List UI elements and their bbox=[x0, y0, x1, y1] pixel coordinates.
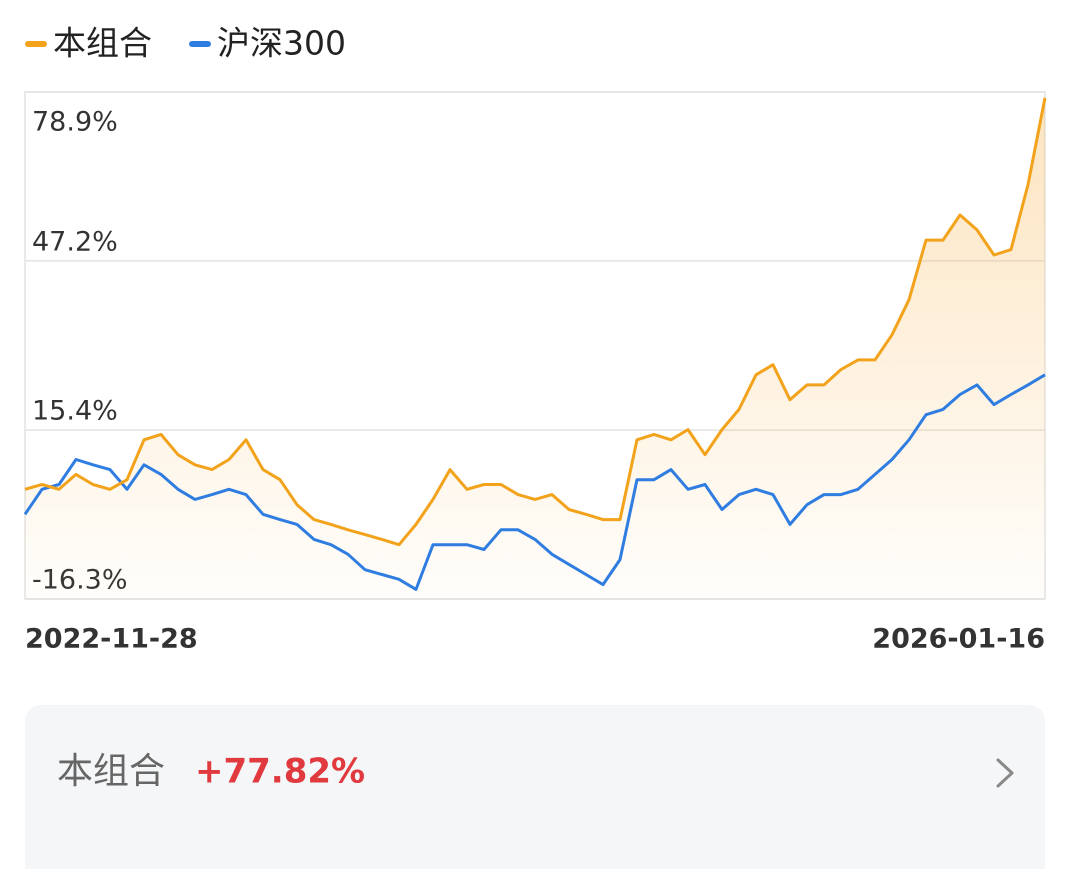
series-line bbox=[24, 97, 1047, 547]
summary-value: +77.82% bbox=[195, 752, 365, 792]
summary-label: 本组合 bbox=[57, 751, 165, 792]
x-tick-label: 2022-11-28 bbox=[25, 624, 198, 655]
legend-label: 沪深300 bbox=[217, 24, 346, 63]
area bbox=[25, 97, 1045, 600]
x-tick-label: 2026-01-16 bbox=[872, 624, 1045, 655]
summary-card[interactable] bbox=[25, 705, 1045, 869]
chart: -16.3%15.4%47.2%78.9%2022-11-282026-01-1… bbox=[23, 24, 1047, 655]
y-tick-label: 78.9% bbox=[32, 107, 118, 138]
chevron[interactable] bbox=[996, 758, 1014, 788]
legend-label: 本组合 bbox=[53, 24, 152, 63]
y-tick-label: 15.4% bbox=[32, 396, 118, 427]
y-tick-label: 47.2% bbox=[32, 226, 118, 257]
series-line bbox=[23, 373, 1046, 591]
